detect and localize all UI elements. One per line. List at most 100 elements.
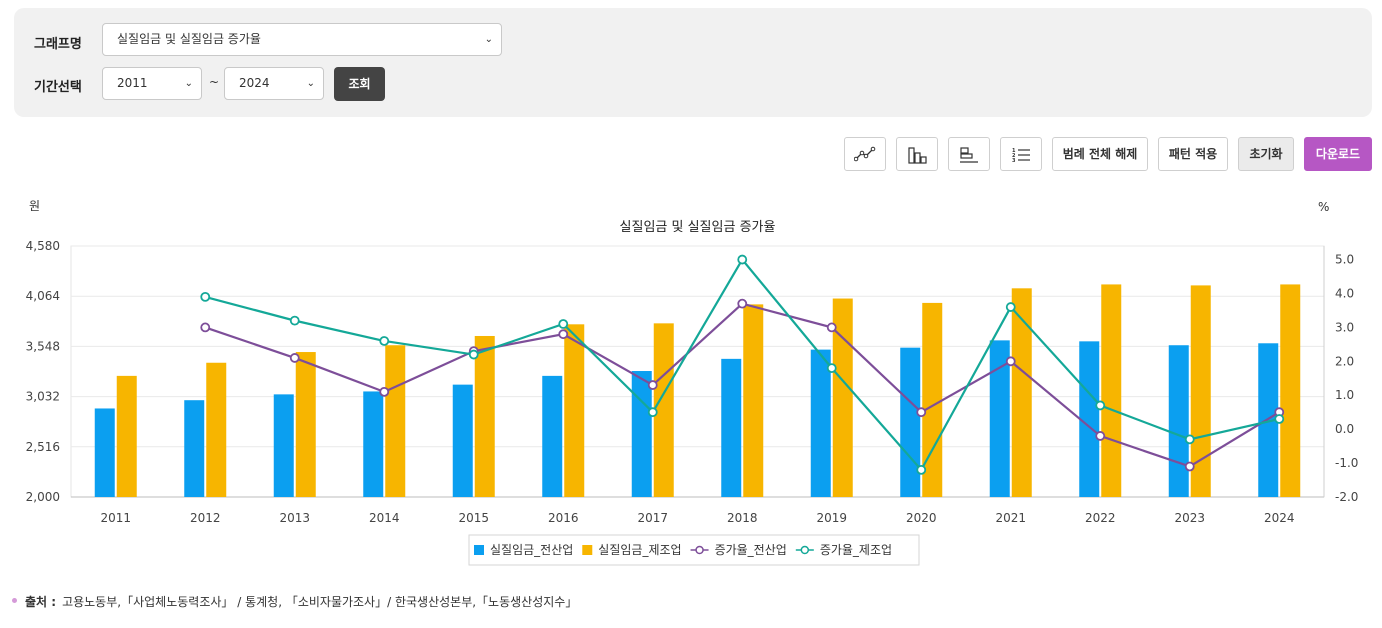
legend-off-button[interactable]: 범례 전체 해제 [1052, 137, 1148, 171]
chart-title: 실질임금 및 실질임금 증가율 [620, 220, 776, 235]
x-tick-label: 2024 [1264, 511, 1295, 525]
x-tick-label: 2018 [727, 511, 758, 525]
y-left-tick-label: 4,064 [26, 289, 60, 303]
line-point [468, 349, 479, 360]
pattern-button[interactable]: 패턴 적용 [1158, 137, 1228, 171]
line-point [289, 315, 300, 326]
line-point [289, 353, 300, 363]
bar-manufacturing [1280, 284, 1301, 497]
bar-all-industry [900, 347, 921, 497]
graph-name-label: 그래프명 [34, 37, 82, 52]
x-tick-label: 2012 [190, 511, 221, 525]
line-chart-icon [854, 146, 876, 162]
y-right-tick-label: 3.0 [1335, 320, 1354, 334]
bullet-icon [12, 598, 17, 603]
legend-label: 실질임금_전산업 [490, 543, 573, 557]
line-point [558, 319, 569, 329]
line-point [1005, 356, 1016, 367]
x-tick-label: 2019 [816, 511, 847, 525]
line-point [558, 329, 569, 340]
y-left-tick-label: 2,516 [26, 440, 60, 454]
line-point [737, 254, 748, 265]
download-button[interactable]: 다운로드 [1304, 137, 1372, 171]
list-icon: 1 2 3 [1012, 148, 1030, 164]
bar-manufacturing [474, 335, 495, 497]
x-tick-label: 2017 [637, 511, 668, 525]
graph-name-select[interactable]: 실질임금 및 실질임금 증가율 ⌄ [102, 23, 502, 56]
bar-chart-icon [908, 147, 927, 164]
x-tick-label: 2022 [1085, 511, 1116, 525]
y-right-tick-label: 0.0 [1335, 422, 1354, 436]
y-left-tick-label: 4,580 [26, 239, 60, 253]
bar-all-industry [273, 394, 294, 497]
bar-all-industry [542, 375, 563, 497]
line-chart-button[interactable] [844, 137, 886, 171]
reset-button[interactable]: 초기화 [1238, 137, 1294, 171]
bar-all-industry [1168, 345, 1189, 497]
bar-manufacturing [564, 324, 585, 497]
line-point [1184, 434, 1195, 445]
x-tick-label: 2011 [100, 511, 131, 525]
line-point [826, 363, 837, 374]
start-year-select[interactable]: 2011 ⌄ [102, 67, 202, 100]
y-right-tick-label: 2.0 [1335, 354, 1354, 368]
legend-marker-point [800, 545, 810, 555]
bar-manufacturing [206, 362, 227, 497]
legend-label: 증가율_전산업 [715, 543, 787, 557]
x-tick-label: 2014 [369, 511, 400, 525]
source-note: 출처 : 고용노동부,「사업체노동력조사」 / 통계청, 「소비자물가조사」/ 한… [12, 593, 577, 610]
x-tick-label: 2023 [1174, 511, 1205, 525]
y-right-tick-label: 5.0 [1335, 253, 1354, 267]
bar-all-industry [1079, 341, 1100, 497]
end-year-value: 2024 [239, 76, 270, 90]
bar-manufacturing [295, 352, 316, 497]
bar-manufacturing [743, 304, 764, 497]
chevron-down-icon: ⌄ [484, 34, 493, 45]
line-point [916, 464, 927, 475]
y-right-tick-label: -2.0 [1335, 490, 1358, 504]
graph-name-value: 실질임금 및 실질임금 증가율 [117, 32, 261, 46]
bar-manufacturing [1011, 288, 1032, 497]
horizontal-bar-icon [960, 147, 978, 163]
legend-label: 실질임금_제조업 [598, 543, 681, 557]
legend-label: 증가율_제조업 [820, 543, 892, 557]
list-view-button[interactable]: 1 2 3 [1000, 137, 1042, 171]
bar-manufacturing [385, 345, 406, 497]
line-point [200, 322, 211, 333]
x-tick-label: 2016 [548, 511, 579, 525]
bar-manufacturing [832, 298, 853, 497]
source-label: 출처 : [25, 595, 57, 609]
y-left-tick-label: 3,032 [26, 390, 60, 404]
query-button[interactable]: 조회 [334, 67, 385, 101]
bar-all-industry [721, 358, 742, 497]
source-text: 고용노동부,「사업체노동력조사」 / 통계청, 「소비자물가조사」/ 한국생산성… [62, 595, 578, 609]
line-point [379, 386, 390, 397]
bar-manufacturing [1190, 285, 1211, 497]
x-tick-label: 2015 [458, 511, 489, 525]
bar-all-industry [452, 384, 473, 497]
line-point [916, 407, 927, 418]
svg-text:3: 3 [1012, 158, 1016, 164]
filter-panel: 그래프명 실질임금 및 실질임금 증가율 ⌄ 기간선택 2011 ⌄ ~ 202… [14, 8, 1372, 117]
line-point [647, 380, 658, 390]
legend-marker-bar [582, 545, 593, 555]
x-tick-label: 2020 [906, 511, 937, 525]
line-point [826, 322, 837, 333]
y-left-tick-label: 2,000 [26, 490, 60, 504]
plot-area [70, 245, 1325, 498]
start-year-value: 2011 [117, 76, 148, 90]
svg-text:1: 1 [1012, 148, 1016, 154]
horizontal-bar-chart-button[interactable] [948, 137, 990, 171]
bar-all-industry [989, 340, 1010, 497]
chevron-down-icon: ⌄ [184, 78, 193, 89]
line-point [1184, 461, 1195, 472]
x-tick-label: 2013 [279, 511, 310, 525]
end-year-select[interactable]: 2024 ⌄ [224, 67, 324, 100]
chevron-down-icon: ⌄ [306, 78, 315, 89]
bar-all-industry [631, 371, 652, 497]
line-point [1005, 302, 1016, 312]
line-point [1095, 431, 1106, 441]
bar-chart-button[interactable] [896, 137, 938, 171]
bar-manufacturing [1101, 284, 1122, 497]
legend-marker-point [695, 545, 704, 555]
